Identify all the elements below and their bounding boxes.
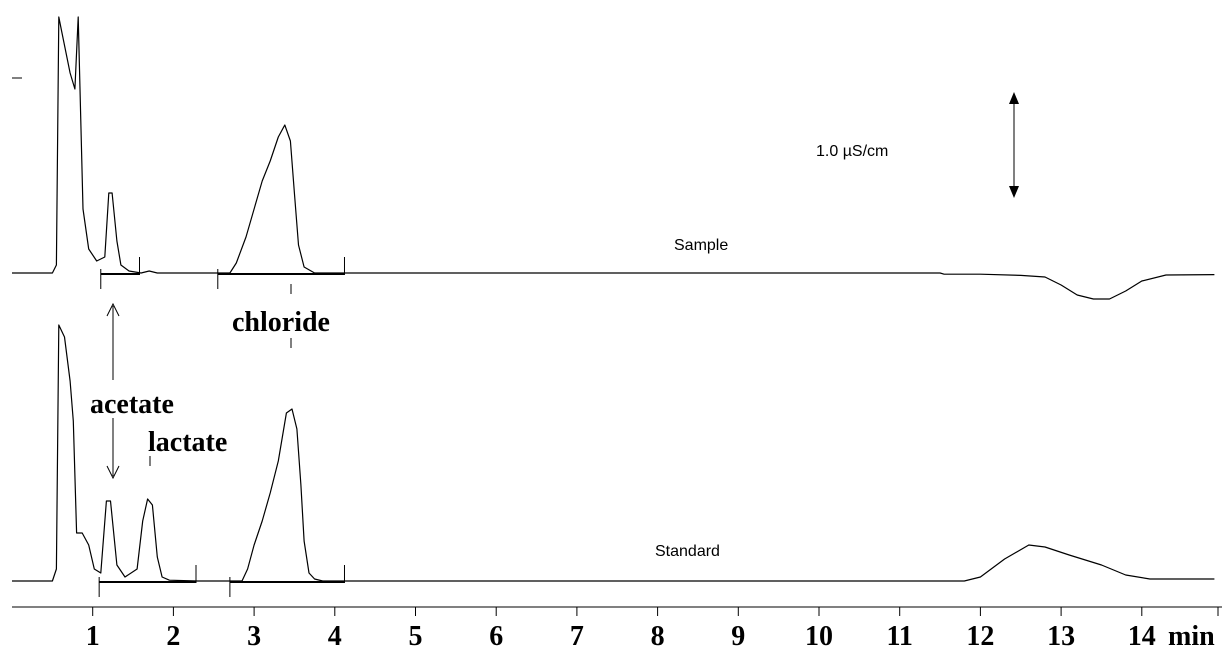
x-tick-label: 1: [86, 621, 100, 650]
x-tick-label: 14: [1128, 621, 1156, 650]
sample-trace: [12, 16, 1215, 300]
acetate-arrow-head-up: [106, 302, 120, 317]
x-tick-label: 4: [328, 621, 342, 650]
standard-trace: [12, 324, 1215, 582]
chloride-label: chloride: [232, 307, 330, 338]
lactate-label: lactate: [148, 427, 227, 458]
x-tick-label: 13: [1047, 621, 1075, 650]
x-unit-label: min: [1168, 621, 1215, 650]
sample-trace-label: Sample: [674, 237, 728, 254]
x-tick-label: 8: [651, 621, 665, 650]
integration-bars-group: [98, 257, 345, 597]
scale-bar-arrow-up: [1009, 92, 1019, 104]
acetate-arrow-head-down: [106, 465, 120, 480]
x-tick-label: 6: [489, 621, 503, 650]
x-tick-label: 10: [805, 621, 833, 650]
x-tick-label: 7: [570, 621, 584, 650]
x-axis: [12, 606, 1222, 616]
x-tick-label: 5: [409, 621, 423, 650]
scale-bar: 1.0 µS/cm: [816, 92, 1019, 198]
acetate-arrow: [106, 302, 120, 480]
x-tick-labels-group: 1 2 3 4 5 6 7 8 9 10 11 12 13 14: [86, 621, 1156, 650]
x-tick-label: 11: [886, 621, 912, 650]
x-tick-label: 3: [247, 621, 261, 650]
standard-trace-label: Standard: [655, 543, 720, 560]
x-tick-label: 9: [731, 621, 745, 650]
x-tick-label: 2: [166, 621, 180, 650]
traces-group: [12, 16, 1215, 582]
x-tick-label: 12: [966, 621, 994, 650]
scale-bar-arrow-down: [1009, 186, 1019, 198]
acetate-label: acetate: [90, 389, 174, 420]
scale-bar-label: 1.0 µS/cm: [816, 143, 888, 160]
